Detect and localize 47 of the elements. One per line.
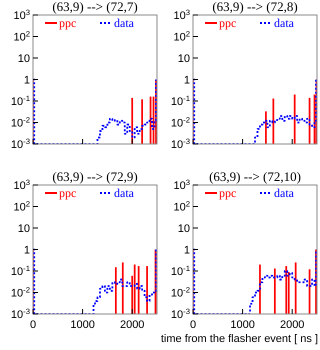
y-tick-label: 10$^{-3}$: [10, 136, 30, 151]
x-tick-label: 2000: [120, 319, 144, 331]
y-tick-label: 10$^{3}$: [173, 178, 190, 192]
chart-title: (63,9) --> (72,9): [52, 169, 138, 184]
y-tick-label: 10$^{2}$: [13, 199, 30, 214]
legend-label: ppc: [219, 186, 236, 200]
y-tick-label: 10$^{2}$: [173, 29, 190, 44]
y-tick-label: 10$^{2}$: [173, 199, 190, 214]
x-tick-label: 1000: [70, 319, 95, 331]
legend-label: ppc: [59, 16, 76, 30]
y-tick-label: 10$^{-1}$: [170, 264, 190, 278]
y-tick-label: 10$^{-2}$: [170, 285, 190, 300]
y-tick-label: 1: [184, 74, 190, 86]
y-tick-label: 1: [24, 244, 30, 256]
y-tick-label: 10$^{-1}$: [10, 264, 30, 278]
legend-label: data: [114, 186, 135, 200]
legend-label: ppc: [59, 186, 76, 200]
x-tick-label: 0: [30, 319, 36, 331]
x-axis-title: time from the flasher event [ ns ]: [160, 333, 318, 345]
chart-title: (63,9) --> (72,7): [52, 0, 138, 14]
y-tick-label: 10$^{-2}$: [170, 115, 190, 130]
y-tick-label: 10: [178, 53, 190, 65]
x-tick-label: 1000: [230, 319, 255, 331]
y-tick-label: 10$^{-1}$: [10, 94, 30, 108]
y-tick-label: 1: [24, 74, 30, 86]
y-tick-label: 10: [18, 223, 30, 235]
y-tick-label: 10$^{3}$: [13, 178, 30, 192]
y-tick-label: 10$^{-1}$: [170, 94, 190, 108]
legend-label: data: [114, 16, 135, 30]
legend-label: data: [274, 16, 295, 30]
y-tick-label: 10$^{-2}$: [10, 285, 30, 300]
y-tick-label: 10$^{3}$: [173, 8, 190, 22]
x-tick-label: 0: [190, 319, 196, 331]
legend-label: ppc: [219, 16, 236, 30]
y-tick-label: 10$^{-2}$: [10, 115, 30, 130]
y-tick-label: 10$^{-3}$: [10, 306, 30, 321]
chart-title: (63,9) --> (72,10): [209, 169, 301, 184]
chart-title: (63,9) --> (72,8): [212, 0, 298, 14]
y-tick-label: 10$^{3}$: [13, 8, 30, 22]
x-tick-label: 2000: [280, 319, 304, 331]
y-tick-label: 10$^{-3}$: [170, 136, 190, 151]
y-tick-label: 10$^{-3}$: [170, 306, 190, 321]
y-tick-label: 10$^{2}$: [13, 29, 30, 44]
y-tick-label: 10: [18, 53, 30, 65]
y-tick-label: 1: [184, 244, 190, 256]
legend-label: data: [274, 186, 295, 200]
y-tick-label: 10: [178, 223, 190, 235]
